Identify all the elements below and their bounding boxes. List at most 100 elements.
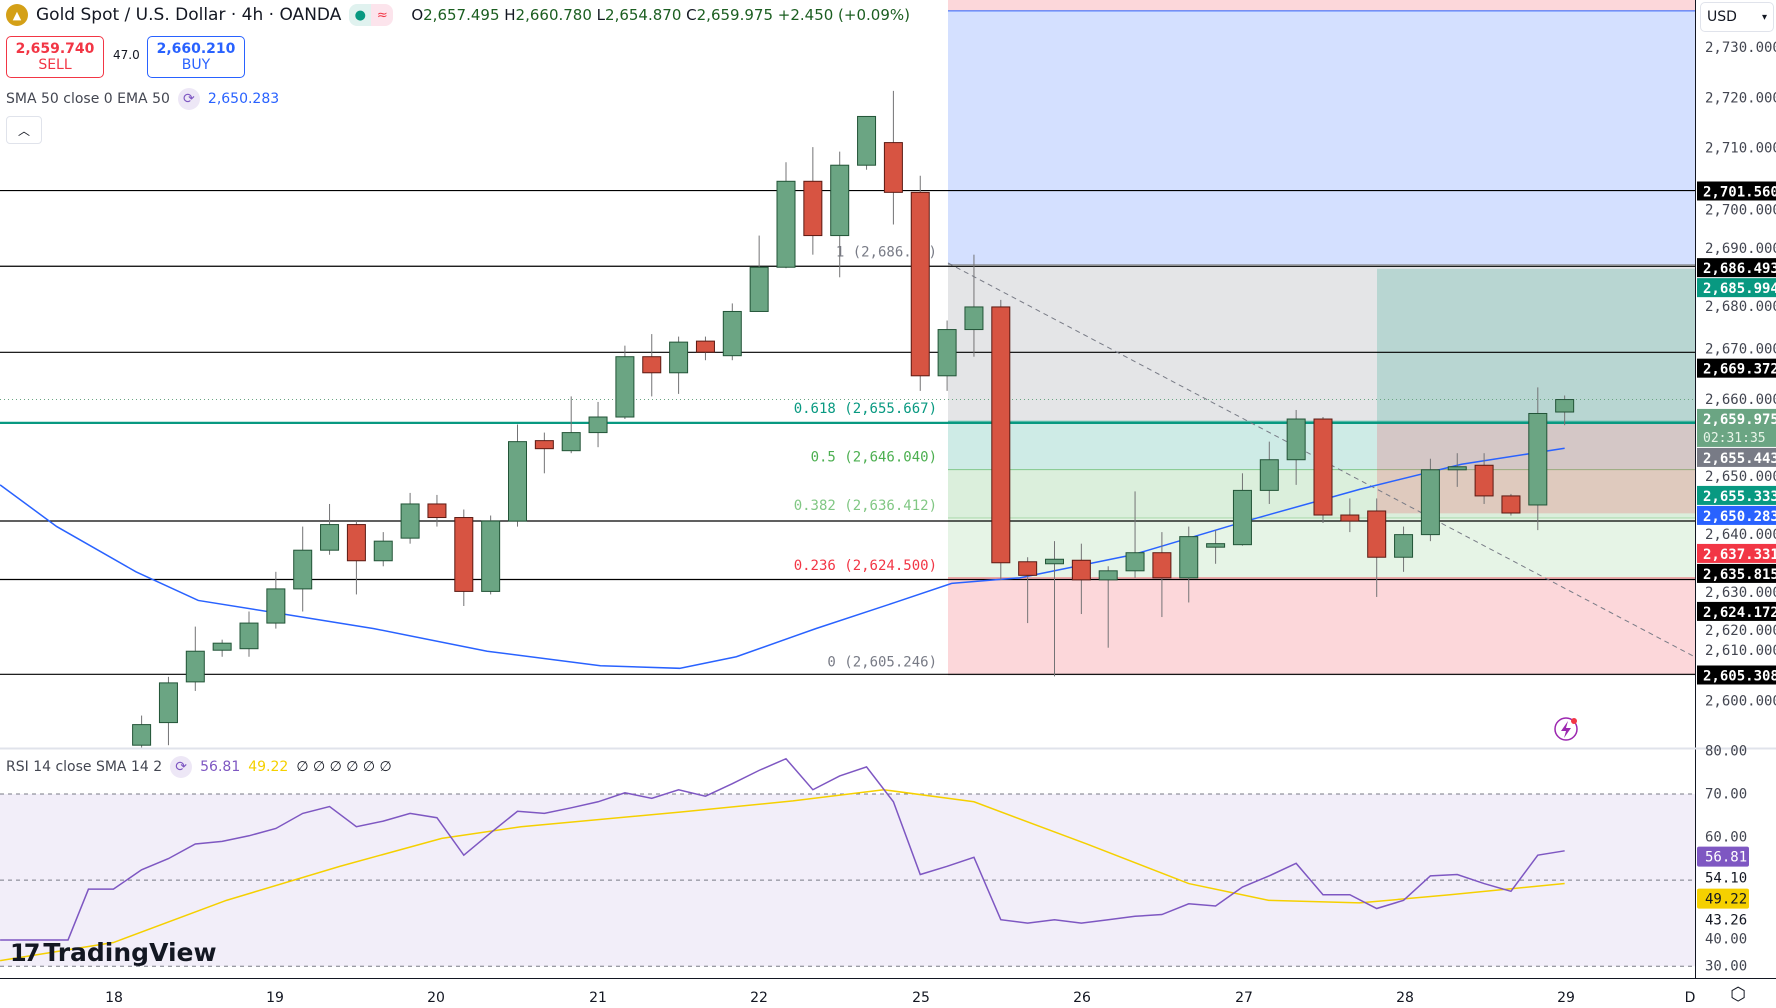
candle xyxy=(803,147,823,255)
candle xyxy=(400,492,420,544)
price-tick-label: 2,720.000 xyxy=(1705,90,1776,106)
time-tick-label: 19 xyxy=(266,990,284,1006)
sell-label: SELL xyxy=(38,57,72,73)
ma-indicator-legend[interactable]: SMA 50 close 0 EMA 50 ⟳ 2,650.283 xyxy=(6,88,279,110)
candle-body xyxy=(857,115,877,166)
rsi-label: RSI 14 close SMA 14 2 xyxy=(6,759,163,775)
candle xyxy=(534,432,554,474)
high-value: 2,660.780 xyxy=(515,6,592,24)
candle-body xyxy=(1340,514,1360,522)
candle-body xyxy=(454,517,474,592)
refresh-icon[interactable]: ⟳ xyxy=(177,88,200,110)
candle-body xyxy=(642,356,662,374)
candle-body xyxy=(1232,489,1252,546)
candle xyxy=(1206,530,1226,564)
candle-body xyxy=(1259,459,1279,491)
rsi-tag-label: 43.26 xyxy=(1705,913,1747,929)
candle-body xyxy=(991,306,1011,564)
candle-body xyxy=(695,340,715,353)
candle xyxy=(937,320,957,391)
candle-body xyxy=(239,622,259,650)
price-tag xyxy=(1697,408,1776,447)
open-value: 2,657.495 xyxy=(423,6,500,24)
candle xyxy=(1098,566,1118,648)
price-tag-label: 2,637.331 xyxy=(1703,547,1776,563)
candle xyxy=(669,336,689,394)
rsi-tag xyxy=(1697,846,1749,867)
fib-level-label: 0.618 (2,655.667) xyxy=(794,401,937,417)
high-label: H xyxy=(504,6,516,24)
price-tick-label: 2,660.000 xyxy=(1705,392,1776,408)
candle xyxy=(454,509,474,606)
candle xyxy=(239,611,259,657)
market-open-dot-icon: ● xyxy=(349,4,372,26)
refresh-icon[interactable]: ⟳ xyxy=(170,756,193,778)
candle xyxy=(1555,395,1575,426)
candle xyxy=(749,235,769,312)
fib-zone xyxy=(948,577,1695,675)
price-tick-label: 2,630.000 xyxy=(1705,585,1776,601)
currency-select[interactable]: USD ▾ xyxy=(1700,2,1774,32)
collapse-legend-button[interactable]: ︿ xyxy=(6,116,42,144)
price-tag xyxy=(1697,543,1776,563)
tradingview-logo-icon: 17 xyxy=(10,938,40,967)
tradingview-logo[interactable]: 17 TradingView xyxy=(10,938,217,967)
candle-body xyxy=(1018,561,1038,576)
candle xyxy=(1152,532,1172,618)
price-tick-label: 2,680.000 xyxy=(1705,299,1776,315)
candle-body xyxy=(615,356,635,418)
chart-settings-icon[interactable]: ⬡ xyxy=(1730,983,1746,1005)
candle xyxy=(1420,458,1440,542)
trend-line xyxy=(947,262,1695,658)
price-tick-label: 2,710.000 xyxy=(1705,141,1776,157)
buy-button[interactable]: 2,660.210 BUY xyxy=(147,36,245,78)
ohlc-values: O2,657.495 H2,660.780 L2,654.870 C2,659.… xyxy=(411,6,910,24)
price-tag xyxy=(1697,505,1776,525)
candle xyxy=(346,521,366,595)
candle-body xyxy=(1071,559,1091,581)
low-label: L xyxy=(596,6,606,24)
rsi-tick-label: 60.00 xyxy=(1705,830,1747,846)
close-label: C xyxy=(686,6,697,24)
candle xyxy=(132,715,152,748)
rsi-tag xyxy=(1697,909,1749,930)
sell-button[interactable]: 2,659.740 SELL xyxy=(6,36,104,78)
candle-body xyxy=(588,416,608,434)
rsi-tag xyxy=(1697,867,1749,888)
candle-body xyxy=(508,441,527,522)
countdown-label: 02:31:35 xyxy=(1703,431,1766,446)
price-tag-label: 2,655.443 xyxy=(1703,451,1776,467)
candle xyxy=(722,303,742,361)
candle-body xyxy=(212,642,232,651)
lightning-bolt xyxy=(1561,721,1571,738)
ma-value: 2,650.283 xyxy=(207,91,280,107)
time-tick-label: 22 xyxy=(750,990,768,1006)
time-tick-label: 26 xyxy=(1073,990,1091,1006)
candle-body xyxy=(1286,418,1306,461)
candle-body xyxy=(427,503,447,519)
market-status[interactable]: ● ≈ xyxy=(349,4,394,26)
candle-body xyxy=(937,329,957,377)
rsi-tag-label: 49.22 xyxy=(1705,892,1747,908)
candle xyxy=(1071,543,1091,615)
candle-body xyxy=(185,650,205,683)
candle xyxy=(427,494,447,527)
fib-level-label: 0 (2,605.246) xyxy=(827,655,937,671)
candle xyxy=(481,515,501,595)
price-tag xyxy=(1697,447,1776,467)
price-tick-label: 2,670.000 xyxy=(1705,342,1776,358)
candle-body xyxy=(669,341,689,374)
price-tag-label: 2,624.172 xyxy=(1703,605,1776,621)
symbol-title[interactable]: Gold Spot / U.S. Dollar · 4h · OANDA xyxy=(36,5,342,25)
rsi-value: 56.81 xyxy=(200,759,241,775)
delayed-data-icon: ≈ xyxy=(371,4,394,26)
candle-body xyxy=(883,142,903,193)
candle-body xyxy=(1152,552,1172,579)
sell-price: 2,659.740 xyxy=(15,41,95,57)
rsi-indicator-legend[interactable]: RSI 14 close SMA 14 2 ⟳ 56.81 49.22 ∅ ∅ … xyxy=(6,756,392,778)
candle xyxy=(1232,473,1252,546)
candle xyxy=(320,503,340,555)
candle xyxy=(185,626,205,691)
chevron-up-icon: ︿ xyxy=(17,123,30,138)
